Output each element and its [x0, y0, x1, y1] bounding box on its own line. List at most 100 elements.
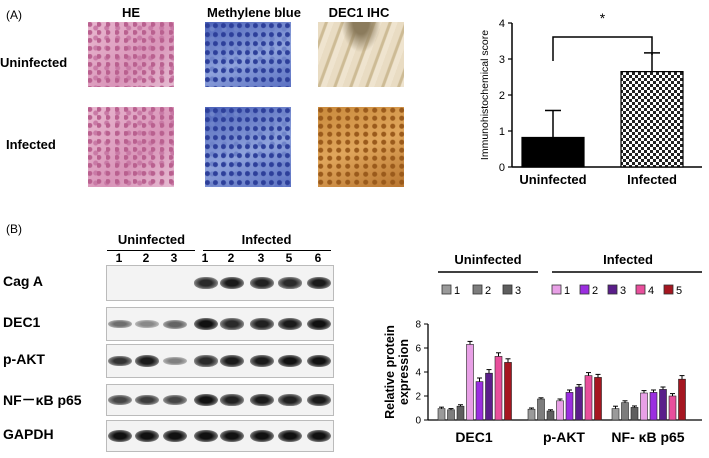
- legend-label: 2: [485, 285, 491, 297]
- row-label-infected: Infected: [6, 137, 56, 152]
- lane-label: 3: [257, 251, 265, 265]
- x-tick-label: DEC1: [455, 429, 493, 445]
- blot-band: [220, 318, 244, 330]
- blot-band: [250, 355, 274, 367]
- blot-band: [307, 277, 331, 289]
- y-tick-label: 0: [415, 416, 421, 427]
- blot-protein-label: p-AKT: [3, 351, 45, 367]
- y-tick-label: 2: [415, 392, 421, 403]
- blot-band: [194, 355, 218, 367]
- histology-he-infected-image: [88, 107, 174, 187]
- blot-band: [194, 394, 218, 406]
- blot-band: [278, 277, 302, 289]
- blot-protein-label: DEC1: [3, 314, 41, 330]
- column-header-methylene-blue: Methylene blue: [207, 5, 301, 20]
- y-axis-label: Immunohistochemical score: [479, 30, 491, 160]
- bar: [640, 392, 648, 421]
- legend-swatch: [502, 284, 513, 295]
- legend-group-infected: Infected: [603, 252, 653, 267]
- histology-dec1-ihc-uninfected-image: [318, 22, 404, 87]
- legend-label: 3: [515, 285, 521, 297]
- y-tick-label: 2: [499, 90, 505, 102]
- lane-label: 3: [170, 251, 178, 265]
- blot-band: [163, 319, 187, 329]
- y-tick-label: 4: [415, 368, 421, 379]
- significance-bracket: [552, 36, 653, 61]
- panel-b-label: (B): [6, 222, 22, 236]
- blot-band: [307, 430, 331, 442]
- bar: [678, 378, 686, 421]
- blot-band: [278, 318, 302, 330]
- lane-label: 2: [142, 251, 150, 265]
- blot-band: [307, 355, 331, 367]
- y-tick-label: 6: [415, 344, 421, 355]
- blot-band: [194, 277, 218, 289]
- legend-swatch: [635, 284, 646, 295]
- lane-label: 2: [227, 251, 235, 265]
- bar: [437, 408, 446, 421]
- bar: [456, 405, 465, 421]
- blot-band: [307, 318, 331, 330]
- column-header-dec1-ihc: DEC1 IHC: [328, 5, 390, 20]
- x-tick-label: Uninfected: [519, 172, 586, 187]
- western-blot: Uninfected Infected 1 2 3 1 2 3 5 6 Cag A DEC1 p-A…: [0, 228, 340, 453]
- legend-group-uninfected: Uninfected: [454, 252, 521, 267]
- bar: [447, 409, 455, 421]
- blot-band: [135, 394, 159, 406]
- histology-methylene-blue-uninfected-image: [205, 22, 291, 87]
- blot-band: [163, 430, 187, 442]
- blot-band: [108, 319, 132, 329]
- bar: [565, 392, 574, 421]
- legend-swatch: [607, 284, 618, 295]
- bar: [494, 356, 503, 421]
- blot-band: [250, 430, 274, 442]
- y-tick-label: 0: [499, 162, 505, 174]
- significance-star: *: [600, 10, 606, 26]
- blot-band: [220, 355, 244, 367]
- blot-band: [194, 318, 218, 330]
- blot-band: [135, 320, 159, 328]
- y-axis-label: Relative proteinexpression: [383, 325, 411, 419]
- legend-label: 3: [620, 285, 626, 297]
- blot-band: [194, 430, 218, 442]
- ihc-score-chart: 0 1 2 3 4 Immunohistochemical score Uninfected…: [479, 10, 702, 187]
- y-tick-label: 8: [415, 320, 421, 331]
- blot-strip: [106, 265, 334, 301]
- blot-band: [220, 430, 244, 442]
- blot-band: [278, 430, 302, 442]
- row-label-uninfected: Uninfected: [0, 55, 68, 70]
- blot-band: [220, 277, 244, 289]
- legend-swatch: [472, 284, 483, 295]
- bar: [504, 362, 512, 421]
- bar: [630, 407, 639, 421]
- legend-label: 1: [454, 285, 460, 297]
- bar: [475, 381, 484, 421]
- relative-expression-chart: Uninfected Infected 1 2 3 1 2 3 4 5 0 2 4 6 8 Relative …: [383, 252, 702, 445]
- blot-band: [108, 430, 132, 442]
- bar: [466, 344, 474, 421]
- bar-infected: [620, 70, 684, 168]
- bar: [649, 392, 658, 421]
- y-tick-label: 3: [499, 54, 505, 66]
- bar: [556, 400, 564, 421]
- lane-label: 6: [314, 251, 322, 265]
- blot-strip: [106, 384, 334, 416]
- lane-label: 5: [285, 251, 293, 265]
- blot-protein-label: Cag A: [3, 273, 43, 289]
- blot-band: [250, 318, 274, 330]
- blot-strip: [106, 344, 334, 378]
- y-tick-label: 4: [499, 18, 505, 30]
- blot-protein-label: NF－κB p65: [3, 392, 82, 408]
- blot-band: [108, 355, 132, 367]
- blot-band: [163, 394, 187, 406]
- blot-group-uninfected-line: [107, 250, 195, 251]
- histology-methylene-blue-infected-image: [205, 107, 291, 187]
- bar: [621, 402, 629, 421]
- bar: [546, 410, 555, 421]
- blot-band: [278, 355, 302, 367]
- blot-band: [135, 430, 159, 442]
- bar-uninfected: [521, 136, 585, 168]
- lane-label: 1: [115, 251, 123, 265]
- x-tick-label: p-AKT: [543, 429, 585, 445]
- y-tick-label: 1: [499, 126, 505, 138]
